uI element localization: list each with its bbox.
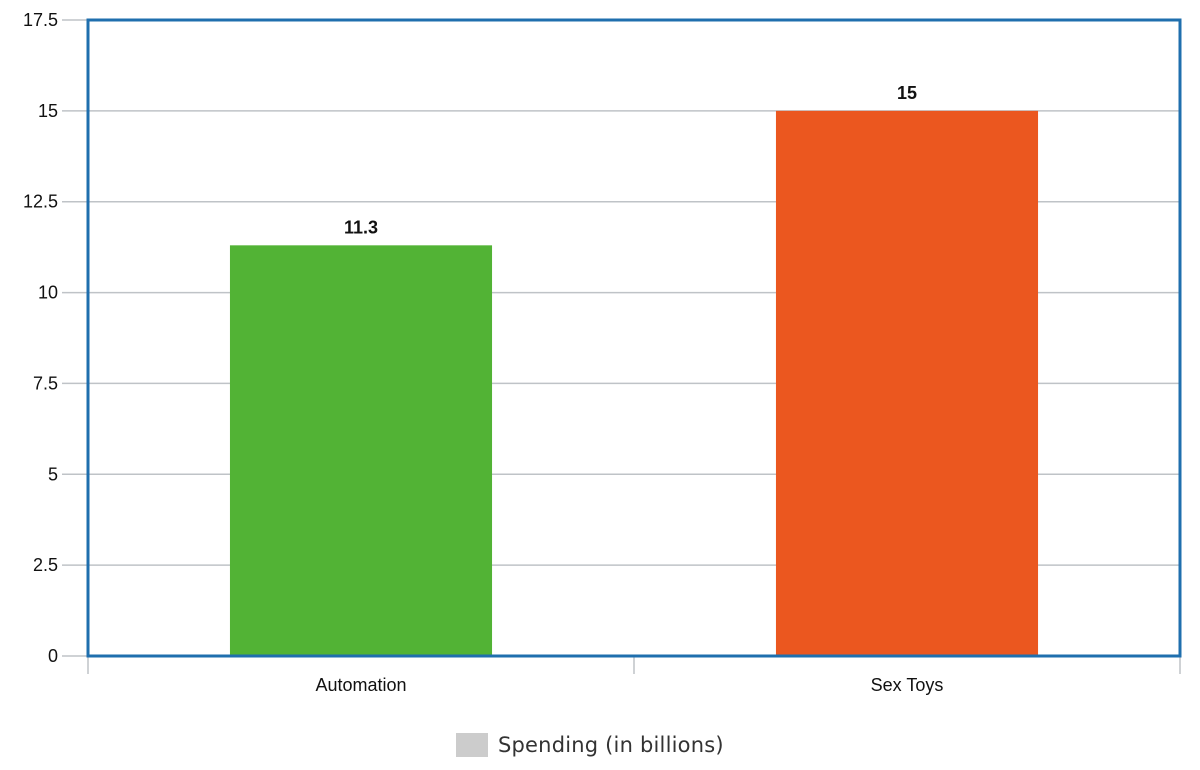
bars: [229, 110, 1039, 657]
y-tick-label: 7.5: [33, 373, 58, 393]
y-tick-label: 17.5: [23, 10, 58, 30]
data-label: 15: [897, 83, 917, 103]
y-tick-label: 2.5: [33, 555, 58, 575]
x-axis: Automation Sex Toys: [87, 656, 1181, 695]
y-tick-label: 10: [38, 283, 58, 303]
data-label: 11.3: [344, 217, 378, 237]
y-axis-ticks: 0 2.5 5 7.5 10 12.5 15 17.5: [23, 10, 58, 666]
legend[interactable]: Spending (in billions): [456, 731, 724, 759]
bar-automation[interactable]: [229, 245, 493, 656]
y-tick-label: 12.5: [23, 192, 58, 212]
x-category-label: Automation: [315, 675, 406, 695]
bar-sex-toys[interactable]: [775, 110, 1039, 657]
legend-swatch: [456, 733, 488, 757]
legend-label: Spending (in billions): [498, 733, 724, 757]
y-tick-label: 15: [38, 101, 58, 121]
plot-frame: [86, 18, 1182, 658]
data-labels: 11.3 15: [344, 83, 917, 237]
y-tick-label: 0: [48, 646, 58, 666]
x-category-label: Sex Toys: [871, 675, 944, 695]
y-tick-label: 5: [48, 464, 58, 484]
